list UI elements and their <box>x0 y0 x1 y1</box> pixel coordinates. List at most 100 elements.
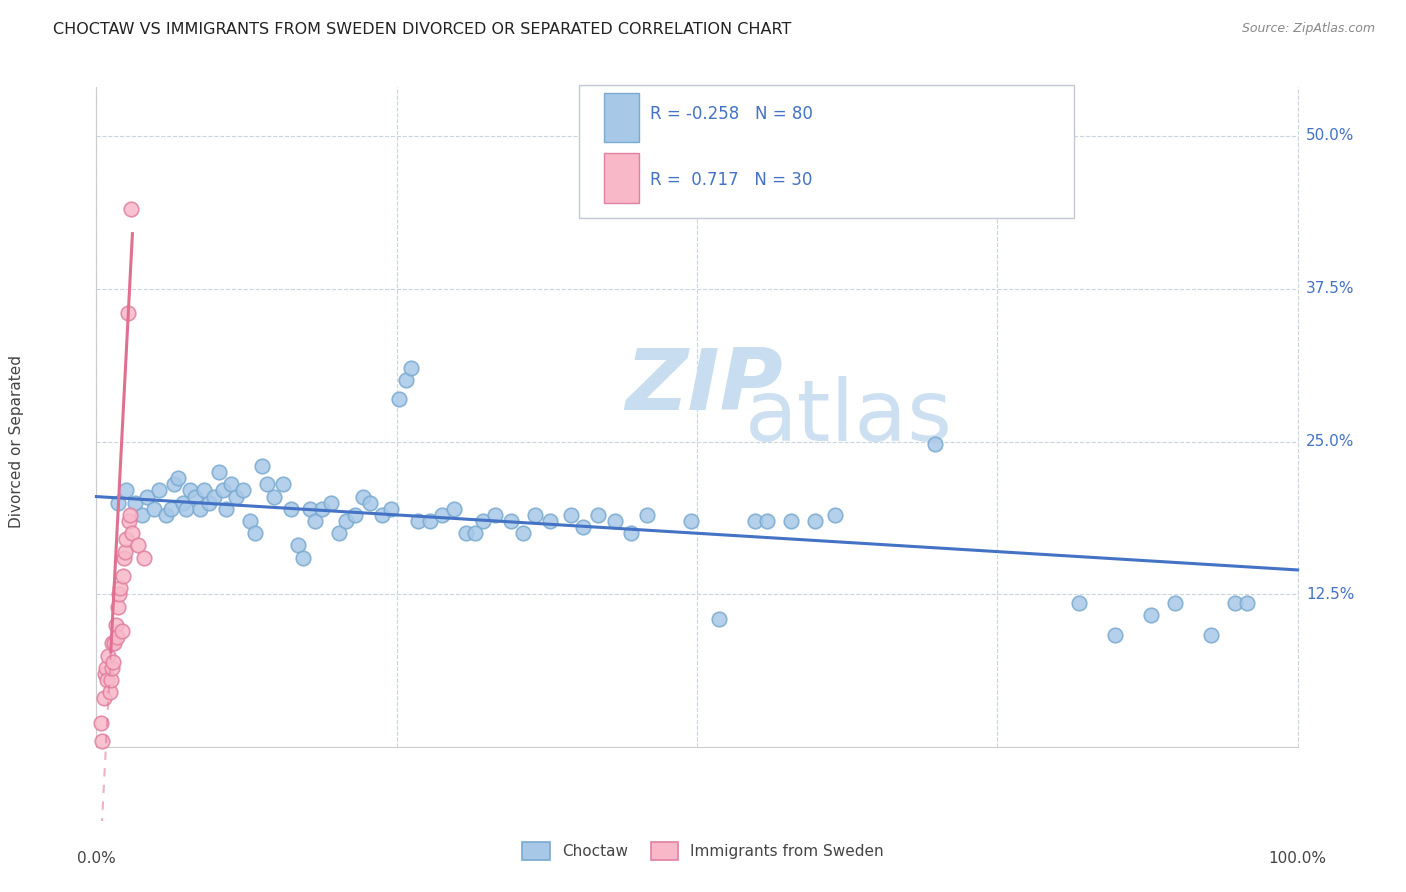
Point <box>108 587 131 601</box>
Point <box>215 501 238 516</box>
Point <box>120 202 142 217</box>
Point <box>755 514 778 528</box>
Point <box>211 483 233 498</box>
Point <box>472 514 495 528</box>
Point <box>1199 628 1222 642</box>
Point <box>219 477 242 491</box>
Text: ZIP: ZIP <box>624 345 783 428</box>
Point <box>101 636 124 650</box>
Point <box>121 526 143 541</box>
Point <box>225 490 247 504</box>
Point <box>432 508 454 522</box>
Point <box>98 685 121 699</box>
Point <box>256 477 278 491</box>
Point <box>117 306 139 320</box>
Point <box>148 483 170 498</box>
Text: 100.0%: 100.0% <box>1268 851 1327 866</box>
Text: CHOCTAW VS IMMIGRANTS FROM SWEDEN DIVORCED OR SEPARATED CORRELATION CHART: CHOCTAW VS IMMIGRANTS FROM SWEDEN DIVORC… <box>53 22 792 37</box>
Point <box>924 437 946 451</box>
Point <box>572 520 595 534</box>
Point <box>335 514 357 528</box>
FancyBboxPatch shape <box>579 85 1074 218</box>
Point <box>118 508 141 522</box>
Text: Divorced or Separated: Divorced or Separated <box>8 355 24 528</box>
Point <box>97 648 120 663</box>
Point <box>131 508 153 522</box>
Point <box>744 514 766 528</box>
Point <box>111 569 134 583</box>
Point <box>707 612 730 626</box>
Text: R = -0.258   N = 80: R = -0.258 N = 80 <box>650 105 813 123</box>
Point <box>588 508 610 522</box>
Point <box>395 373 418 387</box>
Text: 50.0%: 50.0% <box>1306 128 1354 144</box>
Point <box>456 526 478 541</box>
Point <box>188 501 211 516</box>
Text: Source: ZipAtlas.com: Source: ZipAtlas.com <box>1241 22 1375 36</box>
Point <box>388 392 411 406</box>
Point <box>484 508 506 522</box>
Point <box>380 501 402 516</box>
Point <box>538 514 561 528</box>
Point <box>824 508 846 522</box>
Point <box>287 539 309 553</box>
Point <box>179 483 201 498</box>
Point <box>184 490 207 504</box>
Point <box>103 655 125 669</box>
Point <box>271 477 294 491</box>
Point <box>105 630 128 644</box>
Point <box>94 661 117 675</box>
Point <box>243 526 266 541</box>
Point <box>408 514 430 528</box>
Point <box>100 673 122 687</box>
Text: 12.5%: 12.5% <box>1306 587 1354 602</box>
Point <box>443 501 465 516</box>
Point <box>118 514 141 528</box>
Point <box>291 550 314 565</box>
Point <box>135 490 157 504</box>
Point <box>143 501 166 516</box>
Point <box>163 477 186 491</box>
Point <box>304 514 326 528</box>
Point <box>232 483 254 498</box>
Point <box>208 465 231 479</box>
Point <box>352 490 374 504</box>
Point <box>523 508 546 522</box>
Point <box>239 514 262 528</box>
Point <box>114 544 136 558</box>
Point <box>499 514 522 528</box>
Point <box>93 691 115 706</box>
Point <box>1104 628 1126 642</box>
Point <box>343 508 366 522</box>
Point <box>1067 596 1090 610</box>
Point <box>512 526 534 541</box>
Point <box>299 501 322 516</box>
Point <box>134 550 156 565</box>
Point <box>193 483 215 498</box>
Point <box>620 526 643 541</box>
Point <box>250 458 273 473</box>
Point <box>104 618 127 632</box>
Point <box>319 496 342 510</box>
Point <box>464 526 486 541</box>
Point <box>328 526 350 541</box>
Text: 37.5%: 37.5% <box>1306 281 1354 296</box>
Point <box>560 508 582 522</box>
Point <box>176 501 198 516</box>
Point <box>127 539 149 553</box>
Point <box>803 514 825 528</box>
Point <box>371 508 394 522</box>
Point <box>167 471 190 485</box>
Point <box>172 496 194 510</box>
Legend: Choctaw, Immigrants from Sweden: Choctaw, Immigrants from Sweden <box>516 836 890 866</box>
Point <box>1140 608 1163 623</box>
Point <box>636 508 658 522</box>
Point <box>198 496 221 510</box>
Point <box>155 508 177 522</box>
Point <box>202 490 225 504</box>
Point <box>107 496 129 510</box>
Point <box>115 533 138 547</box>
Text: atlas: atlas <box>745 376 953 458</box>
Point <box>1223 596 1246 610</box>
Point <box>311 501 333 516</box>
